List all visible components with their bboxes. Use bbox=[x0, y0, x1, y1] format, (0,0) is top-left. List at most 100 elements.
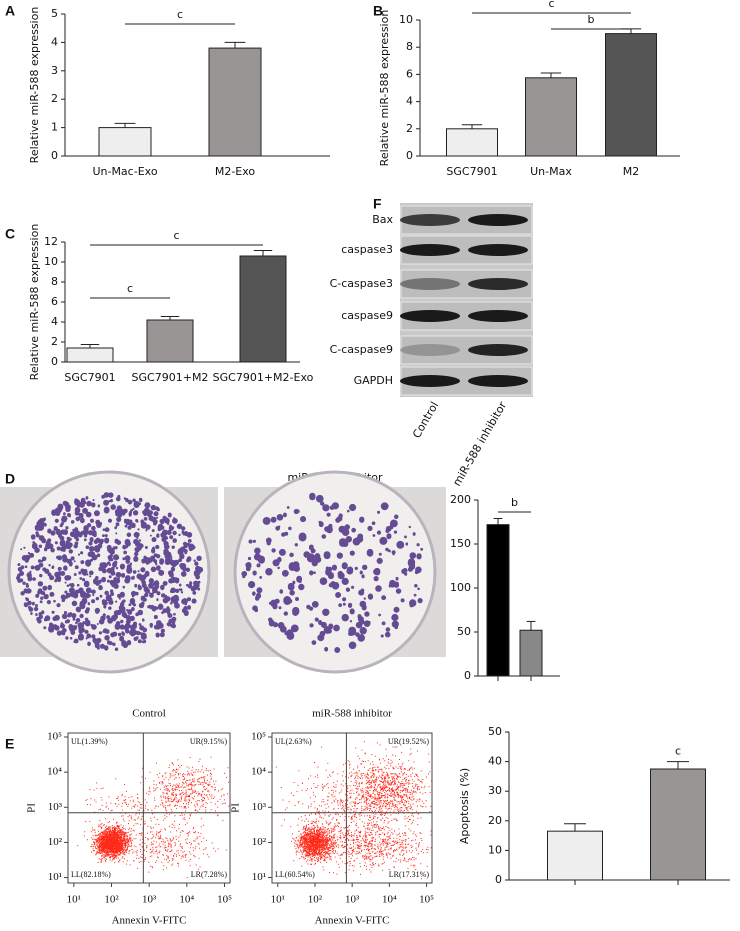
blot-band bbox=[468, 278, 528, 290]
y-tick-label: 0 bbox=[406, 149, 413, 162]
y-tick-label: 1 bbox=[51, 121, 58, 134]
quadrant-label: LR(17.31%) bbox=[389, 870, 430, 879]
y-tick-label: 6 bbox=[406, 67, 413, 80]
x-tick-label: M2 bbox=[623, 165, 640, 178]
blot-band bbox=[468, 310, 528, 322]
error-bar bbox=[564, 823, 586, 832]
error-bar bbox=[160, 316, 180, 320]
y-tick-label: 2 bbox=[406, 122, 413, 135]
bar bbox=[66, 347, 114, 363]
error-bar bbox=[253, 250, 273, 256]
blot-band bbox=[468, 244, 528, 256]
y-tick-label: 10⁵ bbox=[251, 731, 266, 743]
y-tick-label: 10⁴ bbox=[47, 766, 62, 778]
x-axis-label: Annexin V-FITC bbox=[112, 915, 187, 927]
panel-label: F bbox=[373, 196, 382, 212]
y-tick-label: 10³ bbox=[48, 801, 63, 813]
x-tick-label: 10⁴ bbox=[179, 894, 194, 906]
bar bbox=[519, 629, 543, 677]
bar bbox=[547, 830, 603, 881]
blot-row-label: Bax bbox=[372, 213, 393, 226]
plot-frame bbox=[271, 732, 433, 884]
x-tick-label: 10⁵ bbox=[419, 894, 434, 906]
bar bbox=[446, 128, 498, 157]
blot-band bbox=[400, 214, 460, 226]
blot-band bbox=[400, 244, 460, 256]
blot-lane-label: Control bbox=[410, 400, 441, 441]
blot-band bbox=[468, 375, 528, 387]
y-tick-label: 3 bbox=[51, 64, 58, 77]
y-axis-label: Apoptosis (%) bbox=[458, 768, 471, 844]
bar bbox=[525, 77, 577, 157]
blot-band bbox=[400, 344, 460, 356]
significance-label: c bbox=[675, 745, 681, 758]
bar bbox=[98, 127, 152, 157]
x-axis-label: Annexin V-FITC bbox=[315, 915, 390, 927]
y-tick-label: 0 bbox=[51, 149, 58, 162]
y-tick-label: 10³ bbox=[252, 801, 267, 813]
quadrant-label: LR(7.28%) bbox=[191, 870, 228, 879]
x-tick-label: SGC7901+M2 bbox=[132, 371, 209, 384]
quadrant-label: UL(2.63%) bbox=[275, 737, 312, 746]
dish bbox=[233, 470, 437, 674]
error-bar bbox=[667, 761, 689, 769]
significance-label: b bbox=[511, 496, 518, 509]
quadrant-label: LL(60.54%) bbox=[275, 870, 315, 879]
x-tick-label: 10⁵ bbox=[217, 894, 232, 906]
panel-label: B bbox=[373, 3, 383, 19]
y-tick-label: 10¹ bbox=[252, 871, 266, 883]
quadrant-label: UL(1.39%) bbox=[71, 737, 108, 746]
blot-band bbox=[468, 214, 528, 226]
error-bar bbox=[114, 122, 136, 128]
panel-label: E bbox=[5, 736, 14, 752]
blot-band bbox=[400, 310, 460, 322]
panel-label: A bbox=[5, 3, 15, 19]
x-tick-label: 10² bbox=[308, 894, 323, 906]
y-tick-label: 8 bbox=[51, 275, 58, 288]
y-tick-label: 100 bbox=[450, 581, 471, 594]
y-tick-label: 10² bbox=[252, 836, 267, 848]
y-tick-label: 50 bbox=[488, 725, 502, 738]
y-tick-label: 4 bbox=[406, 95, 413, 108]
y-tick-label: 10 bbox=[44, 255, 58, 268]
y-tick-label: 200 bbox=[450, 493, 471, 506]
y-tick-label: 10 bbox=[399, 13, 413, 26]
x-tick-label: SGC7901 bbox=[446, 165, 497, 178]
bar bbox=[605, 33, 657, 157]
y-tick-label: 12 bbox=[44, 235, 58, 248]
x-tick-label: 10³ bbox=[345, 894, 360, 906]
y-axis-label: Relative miR-588 expression bbox=[28, 7, 41, 164]
y-tick-label: 0 bbox=[495, 873, 502, 886]
y-tick-label: 5 bbox=[51, 7, 58, 20]
blot-band bbox=[400, 278, 460, 290]
panel-label: D bbox=[5, 471, 15, 487]
x-tick-label: SGC7901 bbox=[64, 371, 115, 384]
x-tick-label: SGC7901+M2-Exo bbox=[213, 371, 314, 384]
x-tick-label: 10¹ bbox=[67, 894, 81, 906]
panel-label: C bbox=[5, 226, 15, 242]
y-axis-label: PI bbox=[26, 803, 38, 813]
blot-row-label: caspase9 bbox=[341, 309, 393, 322]
error-bar bbox=[224, 41, 246, 49]
y-tick-label: 2 bbox=[51, 335, 58, 348]
colonies bbox=[16, 492, 204, 651]
significance-label: c bbox=[548, 0, 554, 10]
chart-title: Control bbox=[132, 708, 166, 720]
error-bar bbox=[461, 124, 483, 129]
error-bar bbox=[526, 620, 536, 631]
x-tick-label: Un-Max bbox=[530, 165, 572, 178]
bar bbox=[146, 319, 194, 363]
event-cloud bbox=[77, 756, 230, 879]
y-tick-label: 10² bbox=[48, 836, 63, 848]
error-bar bbox=[80, 344, 100, 348]
significance-label: c bbox=[177, 8, 183, 21]
blot-band bbox=[400, 375, 460, 387]
y-tick-label: 8 bbox=[406, 40, 413, 53]
significance-label: c bbox=[127, 282, 133, 295]
y-tick-label: 50 bbox=[457, 625, 471, 638]
y-tick-label: 20 bbox=[488, 814, 502, 827]
plot-frame bbox=[67, 732, 231, 884]
colonies bbox=[241, 492, 424, 653]
x-tick-label: 10³ bbox=[142, 894, 157, 906]
